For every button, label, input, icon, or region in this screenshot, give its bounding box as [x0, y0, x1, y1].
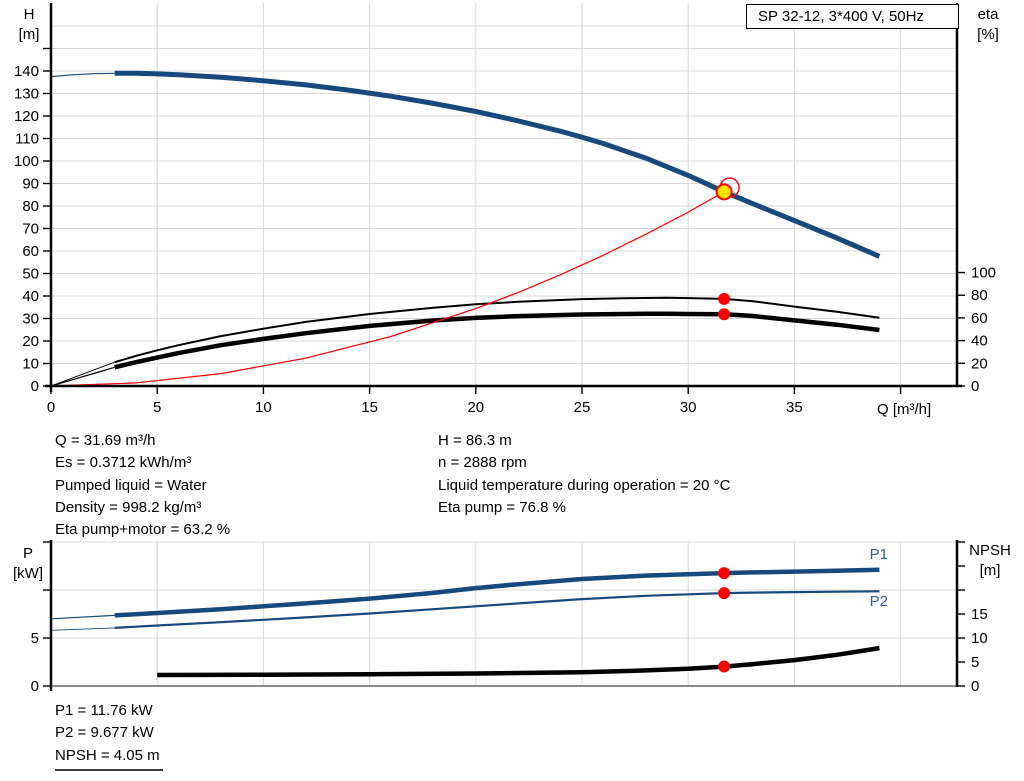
head-chart-right-tick-label: 40 [971, 333, 988, 350]
result-es: Es = 0.3712 kWh/m³ [55, 454, 192, 472]
cutoff-text-fragment [55, 769, 163, 771]
head-chart-left-tick-label: 0 [31, 378, 39, 395]
h-axis-title-line1: H [23, 6, 35, 23]
h-axis-title-line2: [m] [18, 26, 40, 43]
p-axis-title-line2: [kW] [13, 565, 43, 582]
system-curve-curve [50, 187, 730, 387]
q-axis-title: Q [m³/h] [877, 401, 932, 418]
eta-pump-dot [718, 292, 731, 305]
duty-point-marker [715, 183, 733, 201]
head-chart-x-tick-label: 10 [255, 399, 272, 416]
result-n: n = 2888 rpm [438, 454, 527, 472]
power-chart-right-tick-label: 15 [971, 606, 988, 623]
eta-axis-title-line1: eta [977, 6, 999, 23]
pump-type-title-box: SP 32-12, 3*400 V, 50Hz [746, 4, 959, 29]
head-chart-left-tick-label: 70 [22, 221, 39, 238]
head-chart-right-tick-label: 0 [971, 378, 979, 395]
head-chart-left-tick-label: 20 [22, 333, 39, 350]
npsh-curve [157, 645, 880, 678]
npsh-axis-title: NPSH [m] [958, 541, 1022, 581]
p2-curve-thin [50, 627, 115, 631]
result-eta-pump-motor: Eta pump+motor = 63.2 % [55, 521, 231, 539]
result-p1: P1 = 11.76 kW [55, 702, 153, 719]
result-p2: P2 = 9.677 kW [55, 724, 154, 742]
eta-pump-curve [114, 296, 880, 364]
h-axis-title: H [m] [8, 5, 50, 45]
head-chart-right-tick-label: 80 [971, 287, 988, 304]
p2-curve-label: P2 [869, 593, 888, 610]
head-chart-x-tick-label: 30 [680, 399, 697, 416]
head-chart-left-tick-label: 50 [22, 266, 39, 283]
power-chart-right-tick-label: 5 [971, 654, 979, 671]
head-chart-left-tick-label: 30 [22, 311, 39, 328]
results-power-block: P1 = 11.76 kW P2 = 9.677 kW NPSH = 4.05 … [55, 701, 160, 768]
result-eta-pump: Eta pump = 76.8 % [438, 498, 566, 516]
head-chart-right-tick-label: 100 [971, 265, 996, 282]
eta-pump-curve-thin [50, 361, 115, 387]
p1-curve-thin [50, 614, 115, 620]
result-q: Q = 31.69 m³/h [55, 432, 156, 449]
head-chart-left-tick-label: 110 [15, 131, 39, 148]
result-pumped-liquid: Pumped liquid = Water [55, 476, 207, 494]
eta-axis-title: eta [%] [964, 5, 1012, 45]
result-npsh: NPSH = 4.05 m [55, 746, 160, 764]
power-chart-left-tick-label: 0 [31, 678, 39, 695]
head-chart-x-tick-label: 25 [574, 399, 591, 416]
power-chart-right-tick-label: 0 [971, 678, 979, 695]
head-chart-left-tick-label: 10 [22, 356, 39, 373]
p-axis-title: P [kW] [6, 544, 50, 584]
p2-dot [718, 587, 731, 600]
result-density: Density = 998.2 kg/m³ [55, 498, 202, 516]
eta-pump-motor-curve-thin [50, 366, 115, 387]
head-chart-left-tick-label: 130 [14, 86, 39, 103]
eta-axis-title-line2: [%] [977, 26, 999, 43]
head-chart-left-tick-label: 80 [22, 198, 39, 215]
head-chart-x-tick-label: 35 [786, 399, 803, 416]
head-chart-left-tick-label: 60 [22, 243, 39, 260]
power-chart-left-tick-label: 5 [31, 630, 39, 647]
p2-curve [114, 590, 880, 629]
head-chart-x-tick-label: 5 [153, 399, 161, 416]
h-head--curve [114, 70, 881, 259]
head-chart-x-tick-label: 0 [47, 399, 55, 416]
head-chart-right-tick-label: 60 [971, 310, 988, 327]
results-left-block: Q = 31.69 m³/h Es = 0.3712 kWh/m³ Pumped… [55, 431, 230, 542]
result-h: H = 86.3 m [438, 432, 512, 449]
eta-pump-motor-dot [718, 308, 731, 321]
p1-curve-label: P1 [869, 546, 888, 563]
eta-pump-motor-curve [114, 311, 880, 370]
head-chart-right-tick-label: 20 [971, 355, 988, 372]
head-chart-left-tick-label: 120 [14, 108, 39, 125]
p1-curve [114, 567, 880, 618]
p-axis-title-line1: P [22, 545, 33, 562]
head-chart-x-tick-label: 20 [467, 399, 484, 416]
head-chart-left-tick-label: 140 [14, 63, 39, 80]
npsh-axis-title-line2: [m] [979, 562, 1001, 579]
head-chart-left-tick-label: 90 [22, 176, 39, 193]
results-right-block: H = 86.3 m n = 2888 rpm Liquid temperatu… [438, 431, 730, 520]
power-chart-right-tick-label: 10 [971, 630, 988, 647]
head-chart-left-tick-label: 100 [14, 153, 39, 170]
npsh-axis-title-line1: NPSH [969, 542, 1011, 559]
p1-dot [718, 567, 731, 580]
head-chart-x-tick-label: 15 [361, 399, 378, 416]
npsh-dot [718, 660, 731, 673]
h-head--curve-thin [50, 72, 115, 78]
result-liquid-temperature: Liquid temperature during operation = 20… [438, 476, 731, 494]
head-chart-left-tick-label: 40 [22, 288, 39, 305]
